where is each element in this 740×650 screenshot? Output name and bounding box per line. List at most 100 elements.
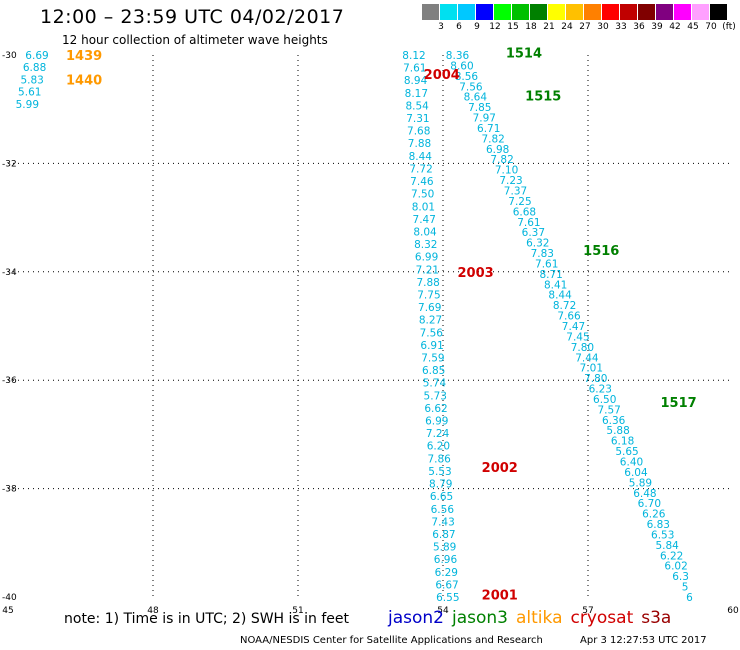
- credit-line: NOAA/NESDIS Center for Satellite Applica…: [240, 635, 543, 646]
- wave-height-point: 6.55: [436, 592, 459, 604]
- wave-height-point: 8.12: [402, 50, 425, 62]
- satellite-legend: jason2 jason3 altika cryosat s3a: [388, 608, 679, 628]
- scale-swatch-9: [584, 4, 602, 20]
- scale-label: 6: [456, 22, 462, 32]
- wave-height-point: 8.60: [450, 60, 473, 72]
- pass-label: 1440: [66, 73, 102, 88]
- wave-height-point: 8.56: [455, 71, 479, 83]
- scale-swatch-16: [710, 4, 728, 20]
- pass-label: 1517: [661, 396, 697, 411]
- wave-height-point: 7.85: [468, 102, 491, 114]
- wave-height-point: 6.02: [664, 561, 687, 573]
- scale-swatch-1: [440, 4, 458, 20]
- scale-swatch-3: [476, 4, 494, 20]
- wave-height-point: 6.91: [420, 340, 443, 352]
- pass-label: 2001: [482, 588, 518, 603]
- y-tick-label: -32: [2, 159, 17, 169]
- wave-height-point: 8.54: [405, 100, 429, 112]
- wave-height-point: 6.50: [593, 394, 616, 406]
- wave-height-point: 5.74: [423, 378, 447, 390]
- wave-height-point: 6.3: [672, 571, 689, 583]
- wave-height-point: 6.40: [620, 457, 643, 469]
- scale-label: 33: [615, 22, 627, 32]
- wave-height-point: 6.20: [427, 441, 450, 453]
- x-tick-label: 57: [582, 606, 593, 616]
- wave-height-point: 8.71: [539, 269, 562, 281]
- wave-height-point: 7.69: [418, 302, 441, 314]
- wave-height-point: 5.53: [428, 466, 451, 478]
- timestamp: Apr 3 12:27:53 UTC 2017: [580, 635, 707, 646]
- chart-subtitle: 12 hour collection of altimeter wave hei…: [62, 33, 328, 47]
- wave-height-point: 7.50: [411, 189, 434, 201]
- wave-height-point: 7.75: [417, 289, 440, 301]
- scale-swatch-6: [530, 4, 548, 20]
- scale-swatch-8: [566, 4, 584, 20]
- wave-height-point: 6.53: [651, 529, 674, 541]
- wave-height-point: 6.98: [486, 144, 509, 156]
- wave-height-point: 7.61: [403, 63, 426, 75]
- y-tick-label: -36: [2, 376, 17, 386]
- wave-height-point: 7.01: [580, 363, 603, 375]
- wave-height-point: 6.99: [425, 416, 448, 428]
- wave-height-point: 5.99: [16, 99, 39, 111]
- wave-height-point: 8.27: [419, 315, 442, 327]
- scale-swatch-0: [422, 4, 440, 20]
- wave-height-point: 6.23: [589, 384, 612, 396]
- wave-height-point: 6.56: [431, 504, 455, 516]
- wave-height-point: 7.25: [508, 196, 531, 208]
- wave-height-point: 8.64: [464, 92, 488, 104]
- scale-swatch-13: [656, 4, 674, 20]
- wave-height-point: 8.44: [548, 290, 572, 302]
- scale-swatch-10: [602, 4, 620, 20]
- wave-height-point: 5.83: [20, 74, 43, 86]
- wave-height-point: 6.99: [415, 252, 438, 264]
- wave-height-point: 7.37: [504, 186, 527, 198]
- wave-height-point: 6.37: [522, 227, 545, 239]
- legend-cryosat: cryosat: [570, 608, 634, 628]
- wave-height-point: 6: [686, 592, 693, 604]
- wave-height-point: 6.67: [435, 579, 458, 591]
- wave-height-point: 7.47: [413, 214, 436, 226]
- wave-height-point: 6.04: [624, 467, 648, 479]
- scale-label: 21: [543, 22, 555, 32]
- chart-title: 12:00 – 23:59 UTC 04/02/2017: [40, 6, 345, 28]
- wave-height-point: 7.88: [416, 277, 439, 289]
- wave-height-point: 7.66: [557, 311, 581, 323]
- wave-height-point: 8.17: [405, 88, 428, 100]
- scale-label: 27: [579, 22, 591, 32]
- scale-label: 30: [597, 22, 609, 32]
- wave-height-point: 6.22: [660, 550, 683, 562]
- wave-height-point: 6.96: [434, 554, 458, 566]
- wave-height-point: 6.85: [422, 365, 445, 377]
- x-tick-label: 51: [292, 606, 303, 616]
- wave-height-point: 8.41: [544, 279, 567, 291]
- wave-height-point: 6.69: [25, 50, 48, 62]
- wave-height-point: 5.89: [629, 477, 652, 489]
- scale-label: 39: [651, 22, 663, 32]
- wave-height-point: 7.83: [531, 248, 554, 260]
- wave-height-point: 7.10: [495, 165, 518, 177]
- pass-label: 2003: [458, 266, 494, 281]
- wave-height-point: 6.26: [642, 509, 666, 521]
- pass-label: 2004: [424, 68, 460, 83]
- wave-height-point: 6.87: [432, 529, 455, 541]
- pass-label: 1514: [506, 46, 542, 61]
- wave-height-point: 6.18: [611, 436, 634, 448]
- wave-height-point: 6.71: [477, 123, 500, 135]
- wave-height-point: 6.65: [430, 491, 453, 503]
- wave-height-point: 7.56: [420, 327, 444, 339]
- wave-height-point: 6.68: [513, 206, 536, 218]
- wave-height-point: 5.61: [18, 87, 41, 99]
- legend-altika: altika: [516, 608, 563, 628]
- wave-height-point: 8.79: [429, 479, 452, 491]
- wave-height-point: 6.48: [633, 488, 656, 500]
- wave-height-point: 8.72: [553, 300, 576, 312]
- wave-height-point: 7.43: [431, 516, 454, 528]
- pass-label: 1439: [66, 49, 102, 64]
- scale-label: 70: [705, 22, 717, 32]
- wave-height-point: 5.89: [433, 542, 456, 554]
- scale-label: 42: [669, 22, 681, 32]
- wave-height-point: 7.88: [408, 138, 431, 150]
- scale-swatch-11: [620, 4, 638, 20]
- color-scale-bar: [422, 4, 728, 20]
